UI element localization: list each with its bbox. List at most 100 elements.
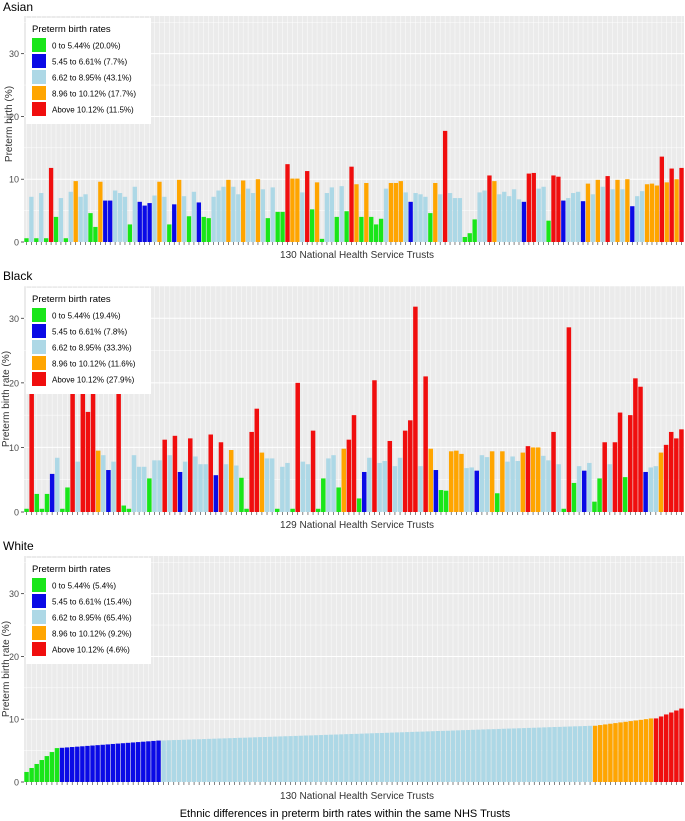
legend-swatch-red: [32, 642, 46, 656]
bar-light-blue: [430, 731, 435, 782]
bar-light-blue: [394, 732, 400, 782]
bar-light-blue: [374, 733, 380, 782]
legend-swatch-orange: [32, 626, 46, 640]
bar-blue: [90, 745, 95, 782]
white-chart-panel: White 0 10 20 30 Preterm birth rate (%) 130…: [1, 539, 684, 802]
bar-light-blue: [203, 464, 208, 512]
bar-green: [467, 233, 472, 242]
legend-entry: 5.45 to 6.61% (7.8%): [52, 328, 127, 337]
bar-light-blue: [39, 193, 44, 242]
bar-light-blue: [445, 730, 451, 782]
x-axis-label: 129 National Health Service Trusts: [280, 520, 434, 531]
bar-red: [551, 175, 556, 242]
bar-blue: [70, 747, 75, 782]
bar-red: [346, 439, 352, 512]
bar-light-blue: [231, 186, 236, 242]
bar-light-blue: [438, 194, 443, 242]
bar-green: [54, 748, 60, 782]
bar-light-blue: [383, 188, 389, 242]
bar-red: [556, 176, 561, 242]
bar-light-blue: [582, 726, 588, 782]
bar-orange: [520, 452, 526, 512]
bar-light-blue: [75, 461, 80, 512]
y-axis-ticks: 0 10 20 30: [9, 49, 24, 248]
bar-light-blue: [176, 739, 182, 782]
bar-green: [39, 508, 45, 512]
bar-light-blue: [457, 198, 463, 242]
bar-orange: [628, 721, 633, 782]
legend-entry: 0 to 5.44% (19.4%): [52, 312, 121, 321]
bar-orange: [98, 181, 103, 242]
bar-light-blue: [111, 461, 116, 512]
bar-red: [90, 392, 96, 512]
legend-entry: 6.62 to 8.95% (65.4%): [52, 614, 132, 623]
panel-title: White: [3, 539, 34, 553]
bar-red: [525, 446, 531, 512]
bar-light-blue: [440, 730, 446, 782]
bar-light-blue: [541, 455, 546, 512]
bar-green: [622, 477, 628, 512]
bar-green: [315, 508, 321, 512]
bar-orange: [643, 719, 649, 782]
bar-orange: [674, 179, 679, 242]
bar-blue: [100, 744, 105, 782]
bar-green: [93, 226, 98, 242]
bar-orange: [314, 182, 320, 242]
bar-orange: [592, 725, 598, 782]
black-chart-panel: Black 0 10 20 30 Preterm birth rate (%) 129…: [1, 269, 684, 531]
bar-red: [310, 430, 316, 512]
bar-light-blue: [132, 186, 137, 242]
bar-light-blue: [313, 735, 319, 782]
bar-light-blue: [68, 191, 73, 242]
bar-light-blue: [415, 731, 420, 782]
bar-green: [63, 238, 69, 242]
legend-entry: 5.45 to 6.61% (7.7%): [52, 58, 127, 67]
bar-light-blue: [547, 727, 552, 782]
bar-green: [309, 209, 315, 242]
bar-blue: [196, 202, 202, 242]
bar-light-blue: [506, 196, 512, 242]
bar-green: [44, 756, 50, 782]
bar-blue: [474, 470, 480, 512]
legend-swatch-light-blue: [32, 340, 46, 354]
bar-blue: [177, 471, 183, 512]
bar-green: [147, 478, 152, 512]
bar-orange: [625, 179, 630, 242]
bar-green: [275, 508, 280, 512]
bars: [24, 130, 684, 242]
bar-light-blue: [202, 739, 207, 782]
legend-entry: Above 10.12% (27.9%): [52, 376, 135, 385]
bar-light-blue: [571, 193, 576, 242]
bar-light-blue: [152, 195, 157, 242]
bar-light-blue: [425, 731, 430, 782]
bar-light-blue: [339, 734, 344, 782]
bar-light-blue: [403, 192, 408, 242]
legend-swatch-light-blue: [32, 610, 46, 624]
bar-red: [413, 306, 418, 512]
bar-light-blue: [435, 731, 441, 782]
legend: Preterm birth rates 0 to 5.44% (5.4%) 5.…: [26, 558, 151, 664]
y-axis-ticks: 0 10 20 30: [9, 314, 24, 518]
bar-light-blue: [300, 461, 306, 512]
bar-light-blue: [331, 455, 336, 512]
bar-red: [351, 415, 357, 512]
bar-light-blue: [193, 456, 198, 512]
bar-blue: [581, 470, 587, 512]
bar-orange: [530, 447, 536, 512]
bar-light-blue: [537, 727, 542, 782]
bar-blue: [49, 473, 55, 512]
bar-green: [438, 490, 444, 512]
y-tick-label: 20: [9, 112, 19, 122]
bar-green: [336, 487, 341, 512]
bar-blue: [64, 747, 70, 782]
bar-light-blue: [237, 737, 243, 782]
y-tick-label: 10: [9, 443, 19, 453]
bar-orange: [608, 723, 613, 782]
bar-red: [526, 173, 532, 242]
bar-orange: [398, 181, 403, 242]
bar-orange: [290, 178, 295, 242]
bar-orange: [73, 181, 78, 242]
bar-red: [668, 431, 674, 512]
bar-light-blue: [497, 194, 502, 242]
bar-orange: [241, 180, 246, 242]
